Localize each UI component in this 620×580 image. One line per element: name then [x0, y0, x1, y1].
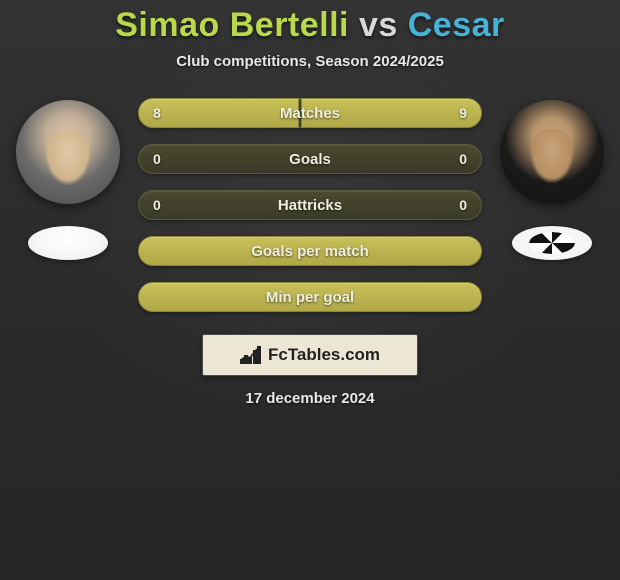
stat-value-left: 0: [153, 197, 161, 213]
stat-fill-left: [138, 98, 299, 128]
stat-row: 0 Hattricks 0: [138, 190, 482, 220]
stat-label: Goals per match: [251, 243, 369, 260]
player2-avatar: [500, 100, 604, 204]
site-label: FcTables.com: [268, 345, 380, 365]
stat-label: Min per goal: [266, 289, 354, 306]
player1-club-badge: [28, 226, 108, 260]
stat-value-right: 0: [459, 151, 467, 167]
stat-label: Goals: [289, 151, 331, 168]
player1-avatar: [16, 100, 120, 204]
content-wrapper: Simao Bertelli vs Cesar Club competition…: [0, 0, 620, 407]
stat-value-left: 0: [153, 151, 161, 167]
chart-icon: [240, 346, 262, 364]
player1-side: [16, 98, 120, 260]
date-label: 17 december 2024: [245, 390, 374, 407]
chart-icon-line: [240, 346, 262, 364]
stat-value-left: 8: [153, 105, 161, 121]
stat-row: Min per goal: [138, 282, 482, 312]
stat-bars: 8 Matches 9 0 Goals 0 0 Hattricks 0 Goals per mat…: [138, 98, 482, 312]
player2-club-badge: [512, 226, 592, 260]
stat-row: 8 Matches 9: [138, 98, 482, 128]
subtitle: Club competitions, Season 2024/2025: [176, 53, 444, 70]
title-vs: vs: [359, 6, 398, 44]
stat-label: Hattricks: [278, 197, 342, 214]
site-badge[interactable]: FcTables.com: [202, 334, 418, 376]
stat-row: Goals per match: [138, 236, 482, 266]
stat-row: 0 Goals 0: [138, 144, 482, 174]
stat-label: Matches: [280, 105, 340, 122]
stat-value-right: 9: [459, 105, 467, 121]
title-player1: Simao Bertelli: [115, 6, 349, 44]
comparison-area: 8 Matches 9 0 Goals 0 0 Hattricks 0 Goals per mat…: [0, 98, 620, 312]
stat-value-right: 0: [459, 197, 467, 213]
page-title: Simao Bertelli vs Cesar: [115, 6, 505, 45]
title-player2: Cesar: [408, 6, 505, 44]
player2-side: [500, 98, 604, 260]
